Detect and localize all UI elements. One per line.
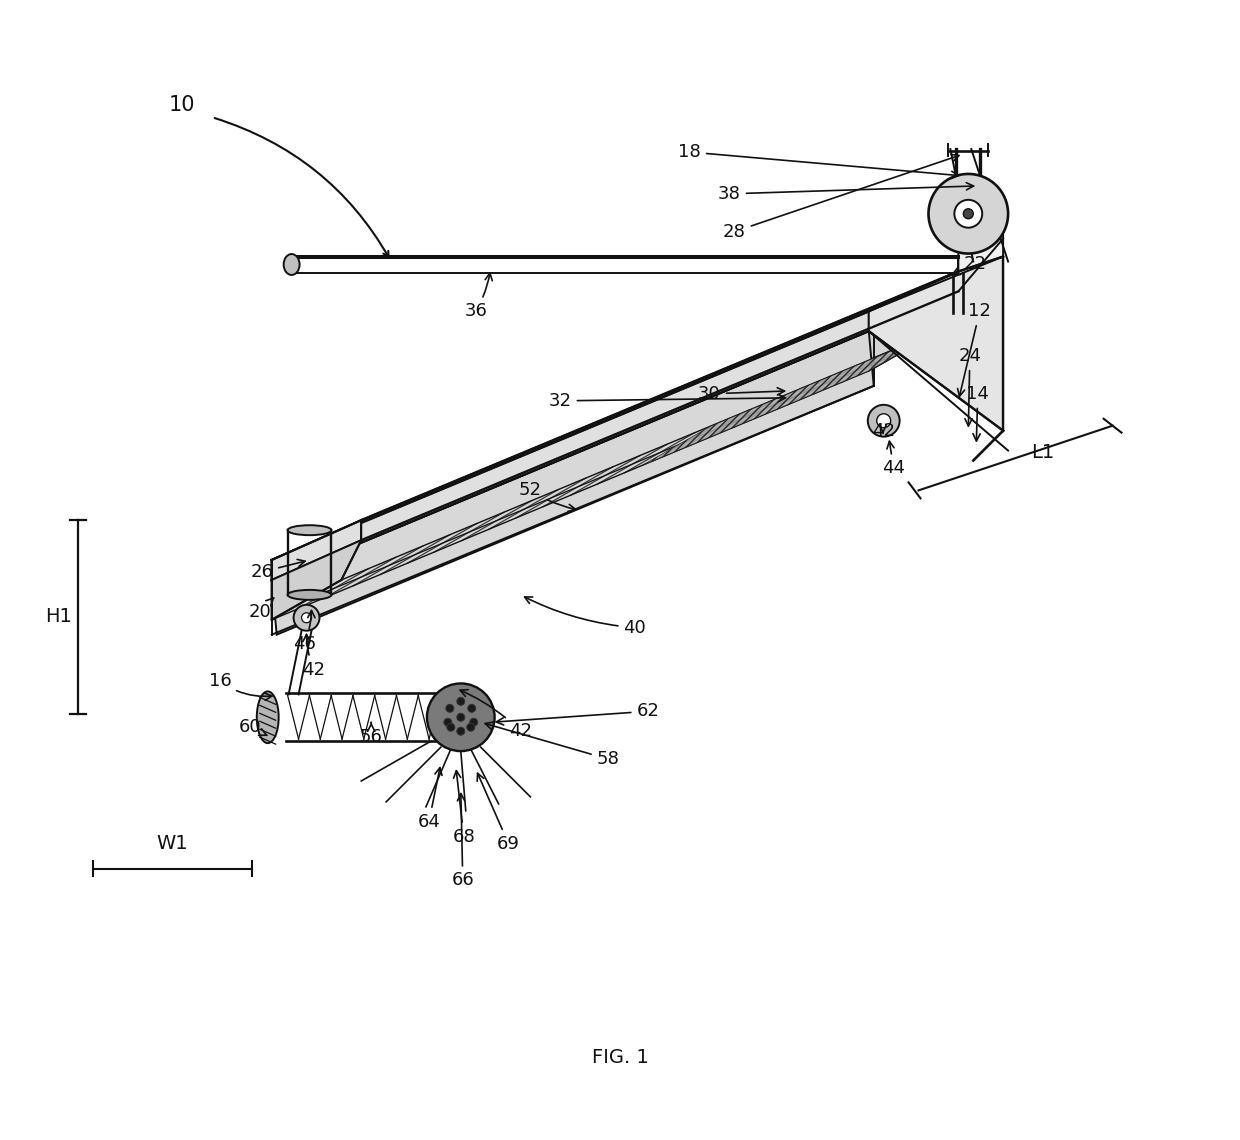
Polygon shape	[642, 331, 939, 465]
Text: H1: H1	[46, 608, 72, 626]
Text: 46: 46	[293, 610, 316, 652]
Circle shape	[446, 723, 455, 731]
Circle shape	[427, 684, 495, 751]
Text: 56: 56	[360, 723, 383, 747]
Circle shape	[456, 727, 465, 735]
Text: 22: 22	[952, 254, 986, 275]
Polygon shape	[869, 256, 1003, 431]
Circle shape	[470, 718, 477, 726]
Text: 14: 14	[966, 385, 990, 441]
Circle shape	[466, 723, 475, 731]
Text: 28: 28	[723, 154, 959, 241]
Ellipse shape	[288, 589, 331, 600]
Text: W1: W1	[156, 834, 188, 853]
Text: 40: 40	[525, 597, 646, 637]
Circle shape	[444, 718, 451, 726]
Text: L1: L1	[1032, 443, 1054, 462]
Polygon shape	[272, 311, 869, 580]
Text: 18: 18	[678, 142, 959, 179]
Circle shape	[456, 714, 465, 722]
Text: 42: 42	[872, 422, 895, 440]
Circle shape	[868, 405, 900, 437]
Circle shape	[301, 613, 311, 622]
Circle shape	[467, 705, 476, 712]
Text: 26: 26	[250, 560, 305, 581]
Polygon shape	[341, 292, 959, 580]
Text: 64: 64	[418, 767, 441, 831]
Circle shape	[446, 705, 454, 712]
Text: 42: 42	[460, 690, 532, 740]
Text: 16: 16	[208, 673, 272, 700]
Text: 66: 66	[451, 793, 474, 889]
Polygon shape	[272, 331, 939, 620]
Text: 24: 24	[959, 347, 981, 426]
Text: 30: 30	[698, 385, 785, 402]
Text: 68: 68	[453, 771, 475, 846]
Ellipse shape	[284, 254, 300, 275]
Text: 69: 69	[477, 773, 520, 853]
Polygon shape	[361, 271, 959, 540]
Text: 38: 38	[718, 182, 973, 203]
Circle shape	[877, 414, 890, 428]
Text: 42: 42	[303, 634, 325, 678]
Text: 36: 36	[464, 274, 492, 320]
Text: 52: 52	[518, 481, 575, 512]
Polygon shape	[272, 520, 361, 580]
Text: 12: 12	[957, 302, 991, 397]
Text: 60: 60	[238, 718, 267, 736]
Polygon shape	[272, 331, 874, 635]
Circle shape	[963, 209, 973, 219]
Ellipse shape	[257, 691, 279, 743]
Polygon shape	[272, 331, 869, 620]
Circle shape	[294, 605, 320, 630]
Circle shape	[929, 174, 1008, 253]
Text: 32: 32	[549, 392, 785, 409]
Text: FIG. 1: FIG. 1	[591, 1048, 649, 1067]
Text: 10: 10	[169, 96, 196, 115]
Polygon shape	[959, 231, 1003, 271]
Polygon shape	[272, 520, 361, 580]
Text: 58: 58	[485, 722, 620, 768]
Circle shape	[955, 200, 982, 228]
Circle shape	[456, 698, 465, 706]
Text: 62: 62	[496, 702, 660, 725]
Ellipse shape	[288, 526, 331, 535]
Polygon shape	[272, 540, 361, 620]
Text: 20: 20	[248, 597, 274, 621]
Text: 44: 44	[882, 441, 905, 478]
Polygon shape	[869, 271, 959, 331]
